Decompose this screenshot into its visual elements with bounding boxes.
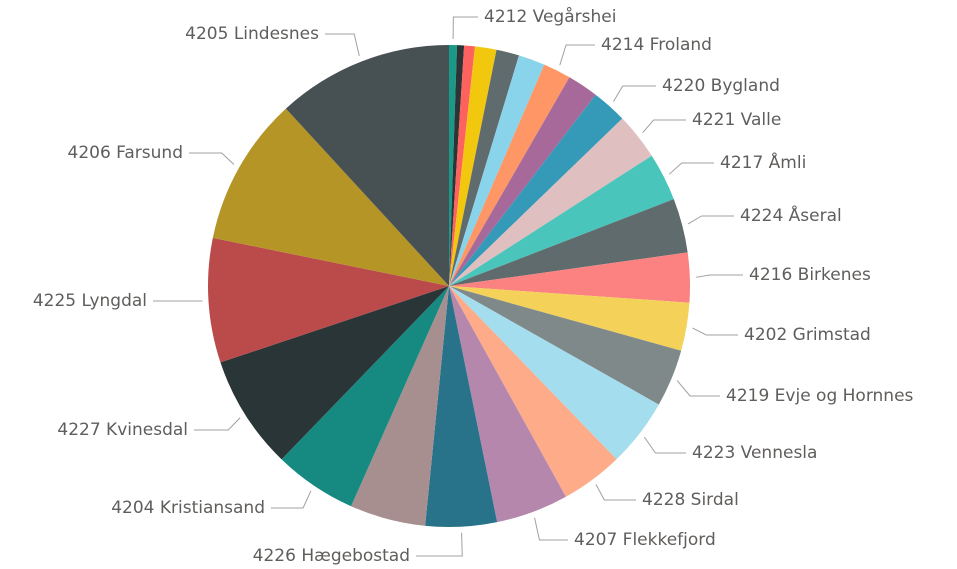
slice-label: 4202 Grimstad xyxy=(744,325,871,345)
pie-slice xyxy=(220,286,449,460)
pie-slice xyxy=(212,108,449,286)
pie-slice xyxy=(449,252,690,303)
leader-line xyxy=(194,417,241,431)
pie-slice xyxy=(281,286,449,507)
pie-slice xyxy=(449,286,690,351)
slice-label: 4214 Froland xyxy=(601,35,712,55)
pie-slice xyxy=(208,237,449,363)
pie-slice xyxy=(449,45,458,286)
leader-line xyxy=(189,152,235,165)
leader-line xyxy=(452,16,478,40)
leader-line xyxy=(612,85,656,102)
slice-label: 4223 Vennesla xyxy=(692,443,817,463)
pie-slice xyxy=(449,94,623,286)
pie-slice xyxy=(449,118,652,286)
slice-label: 4225 Lyngdal xyxy=(33,291,147,311)
leader-line xyxy=(642,119,686,134)
pie-slice xyxy=(449,49,520,286)
slice-label: 4204 Kristiansand xyxy=(111,498,265,518)
slice-label: 4226 Hægebostad xyxy=(253,546,410,566)
pie-slice xyxy=(425,286,498,528)
leader-line xyxy=(325,33,360,56)
pie-slice xyxy=(449,286,659,460)
leader-line xyxy=(559,44,595,66)
pie-slice xyxy=(449,286,566,523)
slice-label: 4224 Åseral xyxy=(740,204,842,226)
pie-slice xyxy=(449,77,596,286)
leader-line xyxy=(668,162,714,175)
slice-label: 4221 Valle xyxy=(692,110,781,130)
slice-label: 4220 Bygland xyxy=(662,76,780,96)
slice-label: 4217 Åmli xyxy=(720,151,806,173)
slice-label: 4219 Evje og Hornnes xyxy=(726,386,914,406)
pie-slice xyxy=(449,55,545,286)
pie-slice xyxy=(449,46,497,286)
leader-line xyxy=(271,490,312,509)
slice-label: 4212 Vegårshei xyxy=(484,6,616,27)
pie-slice xyxy=(449,286,617,497)
leader-line xyxy=(695,274,743,278)
pie-slice xyxy=(285,45,449,286)
pie-slice xyxy=(449,45,475,286)
slice-label: 4216 Birkenes xyxy=(749,265,871,285)
slice-label: 4227 Kvinesdal xyxy=(57,420,188,440)
leader-line xyxy=(595,484,636,501)
slice-label: 4206 Farsund xyxy=(68,143,184,163)
pie-slice xyxy=(449,45,465,287)
pie-slice xyxy=(449,155,674,286)
leader-line xyxy=(534,517,568,541)
slice-label: 4205 Lindesnes xyxy=(185,24,319,44)
leader-line xyxy=(676,380,720,397)
pie-slice xyxy=(449,286,682,405)
pie-slice xyxy=(449,199,688,286)
leader-line xyxy=(687,215,734,225)
slice-label: 4228 Sirdal xyxy=(642,490,739,510)
leader-line xyxy=(416,532,463,557)
slice-label: 4207 Flekkefjord xyxy=(574,530,716,550)
pie-slice xyxy=(449,64,570,286)
leader-line xyxy=(643,436,686,454)
leader-line xyxy=(692,327,738,336)
pie-slice xyxy=(351,286,449,526)
